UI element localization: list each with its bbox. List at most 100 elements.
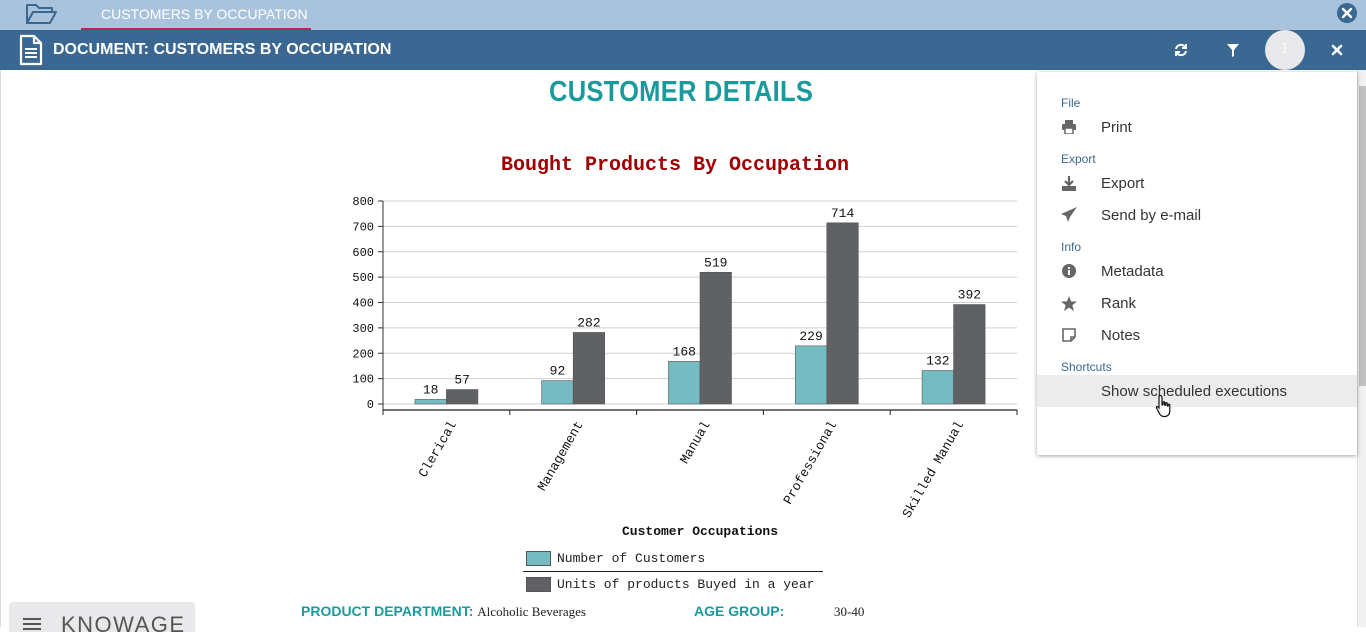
menu-item-label: Notes: [1101, 326, 1141, 344]
more-options-button[interactable]: [1265, 30, 1305, 70]
y-tick-label: 800: [352, 195, 374, 209]
data-label: 229: [799, 329, 822, 344]
paper-plane-icon: [1061, 207, 1077, 223]
menu-section-info: Info: [1061, 240, 1082, 254]
bar: [414, 399, 447, 405]
bar: [541, 380, 574, 405]
x-tick-label: Manual: [677, 418, 713, 466]
dept-label: PRODUCT DEPARTMENT:: [301, 603, 474, 619]
x-tick-label: Clerical: [416, 418, 460, 480]
close-document-button[interactable]: [1317, 30, 1357, 70]
y-tick-label: 300: [352, 322, 374, 336]
hamburger-icon[interactable]: [23, 618, 41, 630]
options-menu: File Print Export Export Send by e-mail …: [1037, 72, 1357, 455]
document-title: DOCUMENT: CUSTOMERS BY OCCUPATION: [53, 41, 392, 58]
legend-item: Number of Customers: [523, 546, 823, 571]
download-icon: [1061, 175, 1077, 191]
y-tick-label: 600: [352, 246, 374, 260]
document-toolbar: DOCUMENT: CUSTOMERS BY OCCUPATION: [0, 30, 1366, 70]
bar: [668, 361, 701, 405]
menu-item-label: Metadata: [1101, 262, 1164, 280]
legend-label: Number of Customers: [557, 551, 706, 566]
report-heading: CUSTOMER DETAILS: [549, 76, 814, 108]
data-label: 392: [958, 288, 981, 303]
hand-cursor-icon: [1155, 394, 1171, 418]
note-icon: [1061, 327, 1077, 343]
x-tick-label: Management: [535, 419, 587, 494]
menu-item-label: Print: [1101, 118, 1132, 136]
legend-swatch: [526, 551, 551, 566]
menu-item-show-scheduled-executions[interactable]: Show scheduled executions: [1037, 375, 1357, 407]
refresh-button[interactable]: [1161, 30, 1201, 70]
filter-icon: [1227, 43, 1239, 57]
tab-label: CUSTOMERS BY OCCUPATION: [101, 6, 308, 22]
dept-value: Alcoholic Beverages: [477, 604, 586, 619]
y-tick-label: 100: [352, 373, 374, 387]
star-icon: [1061, 295, 1077, 311]
bar: [446, 389, 479, 405]
x-axis-label: Customer Occupations: [622, 524, 778, 539]
y-tick-label: 0: [367, 398, 374, 412]
data-label: 57: [454, 373, 470, 388]
menu-item-notes[interactable]: Notes: [1037, 319, 1357, 351]
top-tab-bar: CUSTOMERS BY OCCUPATION: [0, 0, 1366, 30]
info-icon: [1061, 263, 1077, 279]
menu-item-label: Send by e-mail: [1101, 206, 1202, 224]
data-label: 168: [673, 344, 696, 359]
menu-item-label: Export: [1101, 174, 1145, 192]
menu-item-print[interactable]: Print: [1037, 111, 1357, 143]
x-tick-label: Skilled Manual: [899, 418, 967, 520]
age-label: AGE GROUP:: [694, 603, 785, 619]
data-label: 714: [831, 206, 855, 221]
y-tick-label: 700: [352, 220, 374, 234]
chart-title: Bought Products By Occupation: [501, 154, 849, 177]
menu-section-file: File: [1061, 96, 1081, 110]
y-tick-label: 500: [352, 271, 374, 285]
scrollbar-thumb[interactable]: [1359, 86, 1366, 386]
knowage-logo-text: KNOWAGE: [61, 612, 186, 632]
legend-divider: [523, 571, 823, 572]
bar: [699, 272, 732, 405]
data-label: 132: [926, 354, 949, 369]
filter-button[interactable]: [1213, 30, 1253, 70]
menu-section-export: Export: [1061, 152, 1096, 166]
bar: [953, 304, 986, 405]
data-label: 282: [577, 315, 600, 330]
folder-open-icon[interactable]: [24, 1, 58, 27]
data-label: 519: [704, 255, 727, 270]
menu-item-metadata[interactable]: Metadata: [1037, 255, 1357, 287]
refresh-icon: [1175, 43, 1187, 57]
vertical-scrollbar[interactable]: [1357, 70, 1366, 627]
age-group-label-wrap: AGE GROUP:: [694, 603, 784, 619]
close-circle-icon[interactable]: [1336, 2, 1358, 24]
menu-item-export[interactable]: Export: [1037, 167, 1357, 199]
tab-customers-by-occupation[interactable]: CUSTOMERS BY OCCUPATION: [81, 0, 311, 30]
report-area: [0, 70, 1366, 627]
chart-legend: Number of Customers Units of products Bu…: [523, 546, 823, 597]
product-department: PRODUCT DEPARTMENT: Alcoholic Beverages: [301, 603, 586, 620]
y-tick-label: 400: [352, 297, 374, 311]
menu-item-label: Rank: [1101, 294, 1137, 312]
knowage-logo: KNOWAGE: [61, 612, 186, 632]
legend-item: Units of products Buyed in a year: [523, 572, 823, 597]
close-icon: [1331, 44, 1343, 56]
bar: [826, 222, 859, 405]
menu-section-shortcuts: Shortcuts: [1061, 360, 1112, 374]
x-tick-label: Professional: [780, 418, 840, 507]
vertical-dots-icon: [1283, 42, 1287, 54]
data-label: 92: [550, 364, 566, 379]
legend-swatch: [526, 577, 551, 592]
bar: [572, 332, 606, 405]
bar: [794, 345, 828, 405]
legend-label: Units of products Buyed in a year: [557, 577, 815, 592]
menu-item-label: Show scheduled executions: [1101, 382, 1287, 400]
bar: [921, 370, 954, 405]
knowage-menu-bar[interactable]: KNOWAGE: [9, 602, 195, 632]
data-label: 18: [423, 382, 439, 397]
y-tick-label: 200: [352, 347, 374, 361]
age-group-value-wrap: 30-40: [834, 603, 864, 620]
age-value: 30-40: [834, 604, 865, 619]
menu-item-send-email[interactable]: Send by e-mail: [1037, 199, 1357, 231]
menu-item-rank[interactable]: Rank: [1037, 287, 1357, 319]
